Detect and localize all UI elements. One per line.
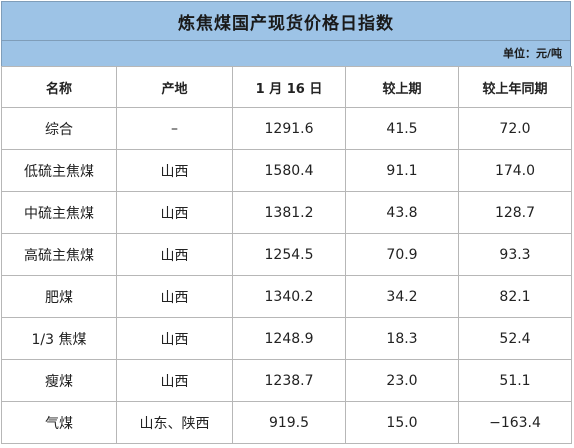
table-row: 气煤 山东、陕西 919.5 15.0 −163.4 xyxy=(1,401,572,444)
cell-origin: 山西 xyxy=(116,359,233,402)
cell-vs-prev: 70.9 xyxy=(345,233,459,276)
cell-vs-year: −163.4 xyxy=(458,401,572,444)
cell-vs-prev: 34.2 xyxy=(345,275,459,318)
cell-name: 低硫主焦煤 xyxy=(1,149,117,192)
cell-price: 1580.4 xyxy=(232,149,346,192)
cell-vs-prev: 23.0 xyxy=(345,359,459,402)
cell-name: 综合 xyxy=(1,107,117,150)
cell-vs-year: 72.0 xyxy=(458,107,572,150)
cell-vs-year: 93.3 xyxy=(458,233,572,276)
header-origin: 产地 xyxy=(116,66,233,108)
cell-vs-year: 52.4 xyxy=(458,317,572,360)
cell-price: 1248.9 xyxy=(232,317,346,360)
cell-vs-prev: 91.1 xyxy=(345,149,459,192)
cell-name: 瘦煤 xyxy=(1,359,117,402)
cell-origin: 山东、陕西 xyxy=(116,401,233,444)
cell-vs-year: 174.0 xyxy=(458,149,572,192)
table-row: 1/3 焦煤 山西 1248.9 18.3 52.4 xyxy=(1,317,572,360)
table-row: 综合 –1291.6 41.5 72.0 xyxy=(1,107,572,150)
cell-name: 高硫主焦煤 xyxy=(1,233,117,276)
cell-vs-prev: 18.3 xyxy=(345,317,459,360)
cell-origin: 山西 xyxy=(116,191,233,234)
cell-vs-year: 51.1 xyxy=(458,359,572,402)
cell-name: 中硫主焦煤 xyxy=(1,191,117,234)
header-vs-year: 较上年同期 xyxy=(458,66,572,108)
cell-origin: 山西 xyxy=(116,233,233,276)
header-date: 1 月 16 日 xyxy=(232,66,346,108)
table-title: 炼焦煤国产现货价格日指数 xyxy=(1,1,571,41)
cell-vs-prev: 15.0 xyxy=(345,401,459,444)
unit-label: 单位：元/吨 xyxy=(1,41,571,66)
header-vs-prev: 较上期 xyxy=(345,66,459,108)
cell-vs-prev: 41.5 xyxy=(345,107,459,150)
cell-vs-year: 82.1 xyxy=(458,275,572,318)
cell-origin: 山西 xyxy=(116,275,233,318)
cell-price: 1254.5 xyxy=(232,233,346,276)
cell-origin: 山西 xyxy=(116,149,233,192)
header-row: 名称 产地 1 月 16 日 较上期 较上年同期 xyxy=(1,66,572,108)
table-row: 肥煤 山西 1340.2 34.2 82.1 xyxy=(1,275,572,318)
table-row: 中硫主焦煤 山西 1381.2 43.8 128.7 xyxy=(1,191,572,234)
cell-name: 气煤 xyxy=(1,401,117,444)
cell-name: 1/3 焦煤 xyxy=(1,317,117,360)
cell-vs-prev: 43.8 xyxy=(345,191,459,234)
table-row: 高硫主焦煤 山西 1254.5 70.9 93.3 xyxy=(1,233,572,276)
cell-vs-year: 128.7 xyxy=(458,191,572,234)
cell-price: 1238.7 xyxy=(232,359,346,402)
table-row: 低硫主焦煤 山西 1580.4 91.1 174.0 xyxy=(1,149,572,192)
cell-name: 肥煤 xyxy=(1,275,117,318)
cell-price: 1291.6 xyxy=(232,107,346,150)
cell-origin: – xyxy=(116,107,233,150)
table-row: 瘦煤 山西 1238.7 23.0 51.1 xyxy=(1,359,572,402)
price-grid: 名称 产地 1 月 16 日 较上期 较上年同期 综合 –1291.6 41.5 72… xyxy=(1,66,572,444)
cell-price: 1340.2 xyxy=(232,275,346,318)
cell-origin: 山西 xyxy=(116,317,233,360)
header-name: 名称 xyxy=(1,66,117,108)
cell-price: 1381.2 xyxy=(232,191,346,234)
cell-price: 919.5 xyxy=(232,401,346,444)
